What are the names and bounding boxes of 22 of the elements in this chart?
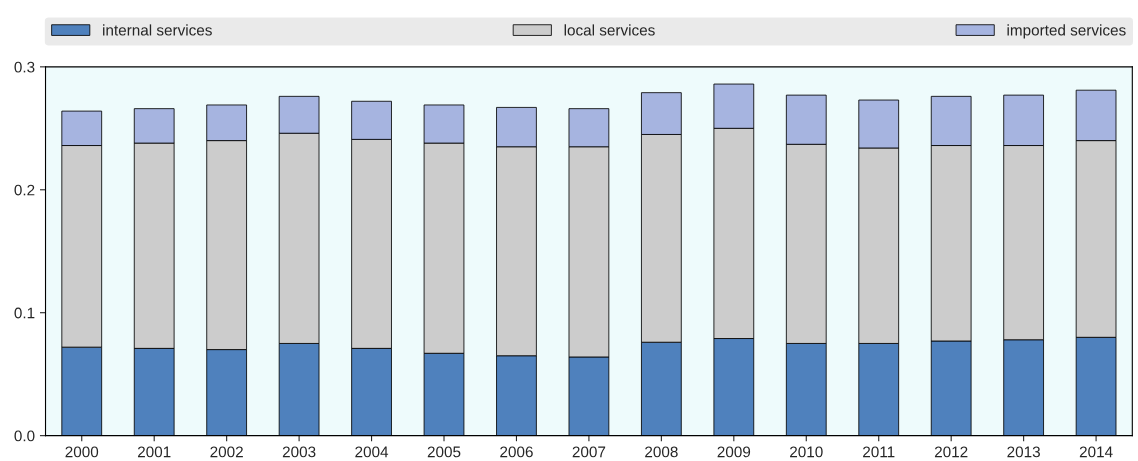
x-tick-label: 2008 <box>645 446 678 458</box>
legend-label: imported services <box>1007 24 1126 39</box>
x-tick-label: 2005 <box>427 446 461 458</box>
x-tick-label: 2003 <box>282 446 316 458</box>
x-tick-label: 2013 <box>1007 446 1040 458</box>
legend-label: local services <box>564 24 655 36</box>
legend-label: internal services <box>103 24 212 36</box>
x-tick-label: 2001 <box>137 446 171 458</box>
x-tick-label: 2006 <box>500 446 533 458</box>
y-tick-label: 0.0 <box>14 430 35 442</box>
y-tick-label: 0.1 <box>14 307 35 319</box>
x-tick-label: 2007 <box>572 446 606 458</box>
x-tick-label: 2002 <box>210 446 243 458</box>
x-tick-label: 2010 <box>790 446 823 458</box>
x-tick-label: 2011 <box>863 446 895 458</box>
x-tick-label: 2000 <box>65 446 99 458</box>
y-tick-label: 0.3 <box>14 61 35 73</box>
x-tick-label: 2004 <box>355 446 389 458</box>
x-tick-label: 2012 <box>934 446 968 458</box>
x-tick-label: 2014 <box>1079 446 1113 458</box>
y-tick-label: 0.2 <box>14 184 35 196</box>
x-tick-label: 2009 <box>717 446 751 458</box>
